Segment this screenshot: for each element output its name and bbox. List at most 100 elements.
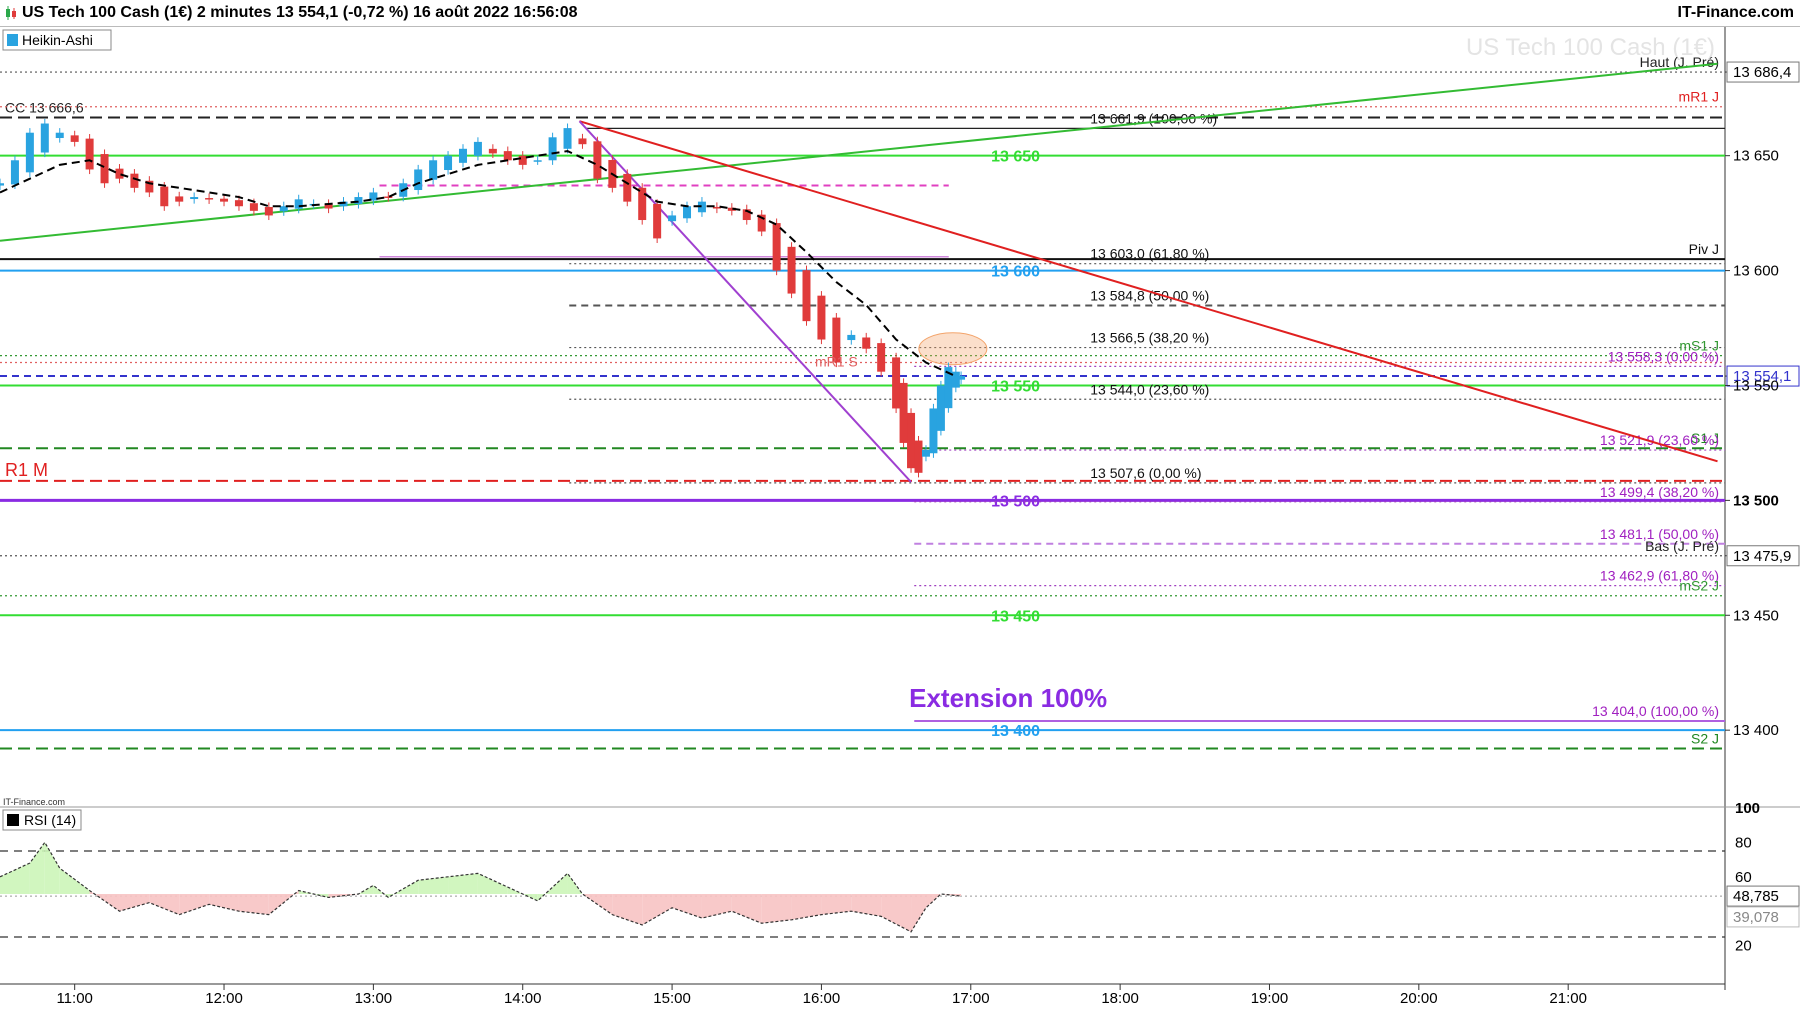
level-label: 13 507,6 (0,00 %) xyxy=(1090,465,1201,481)
rsi-tick-label: 20 xyxy=(1735,938,1752,955)
candle-body xyxy=(70,135,79,142)
level-label: mR1 J xyxy=(1679,89,1719,105)
level-label: 13 481,1 (50,00 %) xyxy=(1600,526,1719,542)
level-label: 13 550 xyxy=(991,378,1040,395)
candle-body xyxy=(458,148,467,163)
candle-body xyxy=(354,197,363,204)
rsi-fill xyxy=(701,894,732,919)
candle-body xyxy=(0,183,4,186)
pivot-annotation: mR1 S xyxy=(815,353,858,369)
level-label: Bas (J. Pré) xyxy=(1645,538,1719,554)
candle-body xyxy=(429,160,438,180)
candle-body xyxy=(205,198,214,200)
candle-body xyxy=(503,151,512,161)
candle-body xyxy=(414,169,423,191)
time-tick-label: 15:00 xyxy=(653,990,691,1007)
candle-body xyxy=(892,357,901,409)
level-label: mS2 J xyxy=(1679,578,1719,594)
price-label-box xyxy=(1726,61,1800,83)
candle-body xyxy=(234,200,243,207)
rsi-fill xyxy=(851,894,882,917)
candle-body xyxy=(683,206,692,219)
rsi-fill xyxy=(911,894,926,932)
candle-body xyxy=(921,449,930,457)
time-tick-label: 11:00 xyxy=(56,990,92,1007)
candle-body xyxy=(742,209,751,221)
rsi-fill xyxy=(238,894,269,915)
price-tick-label: 13 550 xyxy=(1733,377,1779,394)
candle-body xyxy=(653,203,662,239)
rsi-fill xyxy=(373,885,389,898)
candle-body xyxy=(40,123,49,153)
rsi-fill xyxy=(672,894,702,919)
candle-body xyxy=(593,141,602,179)
time-tick-label: 17:00 xyxy=(952,990,990,1007)
time-tick-label: 13:00 xyxy=(355,990,393,1007)
chart-style-badge xyxy=(2,29,112,51)
rsi-fill xyxy=(149,894,180,915)
candle-body xyxy=(10,160,19,185)
level-label: R1 M xyxy=(5,460,48,480)
rsi-fill xyxy=(59,868,90,894)
heikin-ashi-icon xyxy=(7,34,18,46)
rsi-tick-label: 60 xyxy=(1735,869,1752,886)
rsi-fill xyxy=(477,873,508,894)
watermark: US Tech 100 Cash (1€) xyxy=(1466,34,1715,61)
candle-body xyxy=(548,137,557,161)
highlight-ellipse xyxy=(918,332,988,366)
candle-body xyxy=(369,192,378,201)
rsi-fill xyxy=(821,894,852,915)
level-label: 13 650 xyxy=(991,149,1040,166)
price-tick-label: 13 554,1 xyxy=(1733,368,1791,385)
level-label: 13 499,4 (38,20 %) xyxy=(1600,484,1719,500)
candle-body xyxy=(100,154,109,184)
candle-body xyxy=(802,270,811,322)
level-label: mS1 J xyxy=(1679,338,1719,354)
rsi-fill xyxy=(119,894,150,912)
candle-body xyxy=(907,412,916,469)
candle-body xyxy=(294,199,303,209)
candle-body xyxy=(697,201,706,213)
candle-body xyxy=(249,203,258,211)
rsi-fill xyxy=(642,894,673,925)
candle-body xyxy=(175,196,184,202)
level-label: S2 J xyxy=(1691,731,1719,747)
rsi-fill xyxy=(0,863,30,894)
candle-body xyxy=(757,214,766,232)
candle-body xyxy=(623,173,632,202)
candle-body xyxy=(339,201,348,207)
level-label: 13 462,9 (61,80 %) xyxy=(1600,568,1719,584)
level-label: 13 450 xyxy=(991,608,1040,625)
time-tick-label: 18:00 xyxy=(1101,990,1139,1007)
candle-body xyxy=(55,132,64,139)
candle-body xyxy=(862,337,871,349)
rsi-fill xyxy=(448,873,478,894)
rsi-secondary-value: 39,078 xyxy=(1733,909,1779,926)
rsi-icon xyxy=(7,814,19,826)
candle-body xyxy=(944,367,953,409)
rsi-fill xyxy=(89,890,120,912)
time-tick-label: 20:00 xyxy=(1400,990,1438,1007)
level-label: 13 584,8 (50,00 %) xyxy=(1090,288,1209,304)
level-label: 13 558,3 (0,00 %) xyxy=(1608,348,1719,364)
candle-body xyxy=(488,148,497,154)
candle-body xyxy=(929,408,938,454)
candle-body xyxy=(444,155,453,171)
level-label: 13 404,0 (100,00 %) xyxy=(1592,703,1719,719)
level-label: 13 661,9 (100,00 %) xyxy=(1090,110,1217,126)
rsi-fill xyxy=(881,894,912,932)
rsi-fill xyxy=(537,873,568,901)
price-tick-label: 13 500 xyxy=(1733,492,1779,509)
time-tick-label: 16:00 xyxy=(803,990,841,1007)
current-price-box xyxy=(1726,365,1800,387)
candlestick-icon xyxy=(6,6,16,20)
rsi-badge xyxy=(2,809,82,831)
level-label: 13 566,5 (38,20 %) xyxy=(1090,330,1209,346)
candle-body xyxy=(712,206,721,209)
candle-body xyxy=(264,207,273,216)
candle-body xyxy=(832,317,841,363)
rsi-fill xyxy=(791,894,822,920)
level-label: 13 603,0 (61,80 %) xyxy=(1090,246,1209,262)
candle-body xyxy=(817,295,826,340)
